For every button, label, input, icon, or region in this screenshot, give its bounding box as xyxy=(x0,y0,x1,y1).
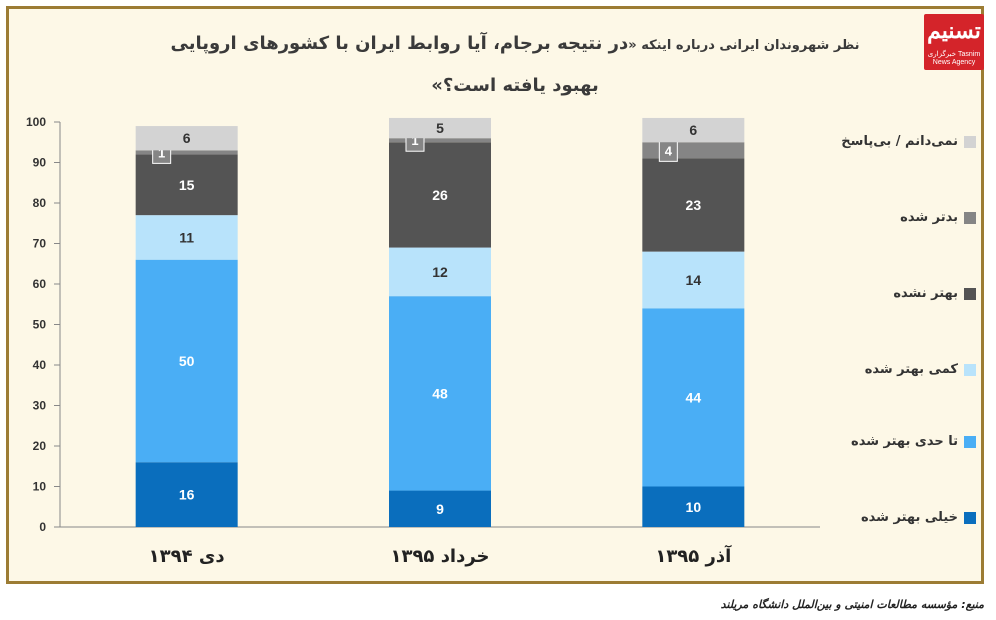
bar-segment xyxy=(389,296,491,491)
x-category-label: آذر ۱۳۹۵ xyxy=(655,544,732,567)
legend-swatch xyxy=(964,511,976,524)
chart-title-prefix: نظر شهروندان ایرانی درباره اینکه « xyxy=(628,38,860,53)
bar-segment xyxy=(135,462,238,527)
logo-text: تسنیم xyxy=(927,18,981,44)
legend-item: نمی‌دانم / بی‌پاسخ xyxy=(841,134,976,149)
data-label: 6 xyxy=(183,130,191,146)
bar-segment xyxy=(642,251,745,309)
data-label: 15 xyxy=(179,177,195,193)
bar-segment xyxy=(642,142,745,159)
legend-label: بهتر نشده xyxy=(893,286,958,301)
bar-segment xyxy=(135,215,238,260)
x-category-label: خرداد ۱۳۹۵ xyxy=(390,546,489,567)
bar-segment xyxy=(642,486,745,527)
tasnim-logo: تسنیم خبرگزاری Tasnim News Agency xyxy=(924,14,984,70)
legend-item: بدتر شده xyxy=(900,210,976,225)
data-label: 12 xyxy=(432,264,448,280)
data-label: 23 xyxy=(686,197,702,213)
bar-segment xyxy=(642,158,745,252)
y-tick-label: 50 xyxy=(33,318,47,332)
data-label: 50 xyxy=(179,353,195,369)
legend-swatch xyxy=(964,135,976,148)
data-label: 48 xyxy=(432,385,448,401)
legend-swatch xyxy=(964,435,976,448)
bar-segment xyxy=(135,126,238,151)
chart-title-main: در نتیجه برجام، آیا روابط ایران با کشوره… xyxy=(170,33,629,96)
chart-title: نظر شهروندان ایرانی درباره اینکه «در نتی… xyxy=(150,24,880,106)
y-tick-label: 100 xyxy=(26,115,46,129)
bar-segment xyxy=(389,247,491,297)
legend-swatch xyxy=(964,363,976,376)
data-label: 16 xyxy=(179,487,195,503)
data-label: 44 xyxy=(686,389,702,405)
bar-segment xyxy=(135,259,238,463)
bar-segment xyxy=(642,117,745,143)
bar-segment xyxy=(389,117,491,139)
data-label: 4 xyxy=(665,143,673,158)
data-label: 1 xyxy=(411,133,418,148)
bar-segment xyxy=(389,142,491,248)
legend-swatch xyxy=(964,287,976,300)
data-label: 5 xyxy=(436,120,444,136)
y-tick-label: 70 xyxy=(33,237,47,251)
bar-segment xyxy=(135,154,238,216)
data-label: 6 xyxy=(689,122,697,138)
legend-item: بهتر نشده xyxy=(893,286,976,301)
x-category-label: دی ۱۳۹۴ xyxy=(149,546,225,567)
legend-label: خیلی بهتر شده xyxy=(860,510,958,525)
y-tick-label: 60 xyxy=(33,277,47,291)
legend-label: تا حدی بهتر شده xyxy=(851,434,958,449)
data-label: 9 xyxy=(436,501,444,517)
source-note: منبع: مؤسسه مطالعات امنیتی و بین‌الملل د… xyxy=(720,598,984,611)
bar-segment xyxy=(389,490,491,527)
legend-swatch xyxy=(964,211,976,224)
y-tick-label: 40 xyxy=(33,358,47,372)
y-tick-label: 30 xyxy=(33,399,47,413)
legend-item: خیلی بهتر شده xyxy=(861,510,976,525)
y-tick-label: 0 xyxy=(39,520,46,534)
legend-item: تا حدی بهتر شده xyxy=(851,434,976,449)
y-tick-label: 90 xyxy=(33,156,47,170)
data-label: 11 xyxy=(179,229,194,245)
legend-label: بدتر شده xyxy=(900,210,958,225)
logo-subtext: خبرگزاری Tasnim News Agency xyxy=(927,51,981,66)
y-tick-label: 20 xyxy=(33,439,47,453)
data-label: 1 xyxy=(158,145,165,160)
y-tick-label: 10 xyxy=(33,480,47,494)
bar-segment xyxy=(135,150,238,155)
legend-label: کمی بهتر شده xyxy=(864,362,958,377)
legend-label: نمی‌دانم / بی‌پاسخ xyxy=(841,134,958,149)
data-label: 10 xyxy=(686,499,702,515)
data-label: 14 xyxy=(686,272,702,288)
legend-item: کمی بهتر شده xyxy=(865,362,976,377)
data-label: 26 xyxy=(432,187,448,203)
bar-segment xyxy=(389,138,491,143)
y-tick-label: 80 xyxy=(33,196,47,210)
bar-segment xyxy=(642,308,745,487)
